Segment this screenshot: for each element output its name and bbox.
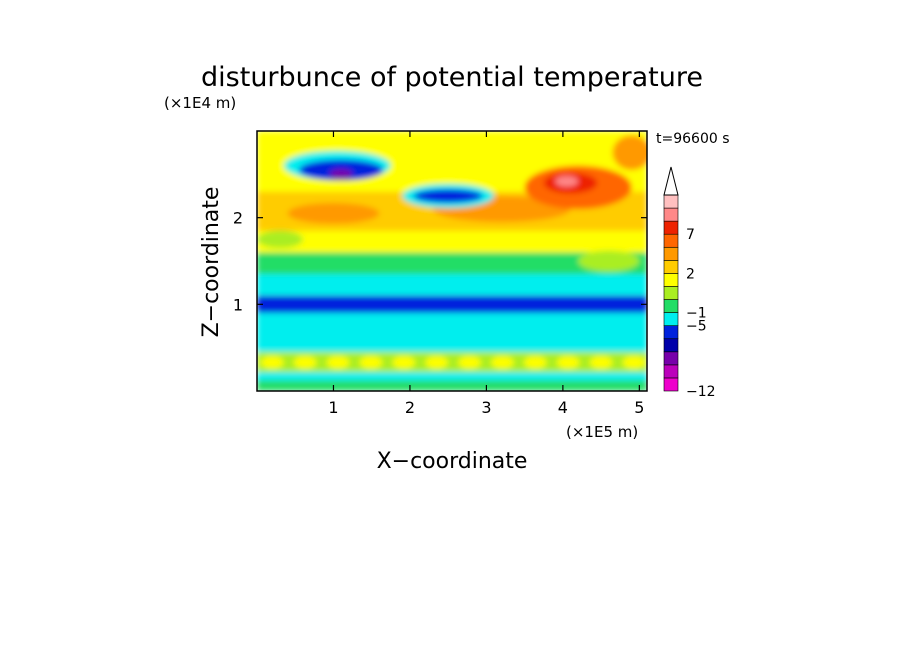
field-patch [622, 356, 646, 369]
field-green-patch [578, 250, 640, 272]
y-tick-label: 2 [233, 209, 243, 228]
colorbar-label: 7 [686, 227, 695, 243]
colorbar-swatch [663, 233, 679, 248]
x-tick-label: 3 [481, 398, 491, 417]
colorbar-swatch [663, 351, 679, 366]
field-patch [556, 356, 580, 369]
contour-field [257, 131, 647, 391]
field-patch [425, 356, 449, 369]
field-patch [392, 356, 416, 369]
y-axis: 12 [233, 209, 647, 314]
field-patch [523, 356, 547, 369]
field-band-lowgreen [257, 352, 647, 372]
y-axis-label: Z−coordinate [199, 187, 224, 338]
y-unit-label: (×1E4 m) [164, 94, 236, 112]
time-label: t=96600 s [656, 131, 730, 147]
field-cold-min [413, 189, 483, 203]
field-patch [293, 356, 317, 369]
x-tick-label: 1 [328, 398, 338, 417]
colorbar-label: −12 [686, 384, 716, 400]
colorbar-swatch [663, 286, 679, 300]
plot-frame [256, 130, 648, 392]
colorbar-swatch [663, 338, 679, 353]
colorbar-swatch [663, 207, 679, 222]
field-patch [359, 356, 383, 369]
colorbar-swatch [663, 364, 679, 379]
colorbar-swatch [663, 220, 679, 235]
field-band-yellow [257, 230, 647, 253]
field-band-blue [257, 295, 647, 313]
colorbar: −12−5−127 [663, 166, 716, 400]
x-axis: 1 2 3 4 5 [328, 131, 644, 417]
field-band-surface [257, 380, 647, 391]
field-green-patch [257, 230, 303, 248]
chart-title: disturbunce of potential temperature [201, 62, 703, 93]
colorbar-swatch [663, 377, 679, 392]
field-patch [491, 356, 514, 369]
field-band-cyan-upper [257, 274, 647, 296]
field-patch [589, 356, 613, 369]
field-patch [260, 356, 284, 369]
colorbar-swatch [663, 299, 679, 313]
field-band-green [257, 252, 647, 274]
field-pink-max [555, 176, 579, 187]
field-warm-band [287, 202, 380, 224]
colorbar-swatch [663, 273, 679, 287]
x-unit-label: (×1E5 m) [566, 423, 638, 441]
colorbar-swatch [663, 312, 679, 326]
field-band-low [257, 371, 647, 381]
x-tick-label: 2 [405, 398, 415, 417]
x-tick-label: 5 [634, 398, 644, 417]
colorbar-swatch [663, 246, 679, 261]
x-axis-label: X−coordinate [377, 449, 528, 474]
colorbar-label: −1 [686, 306, 707, 322]
field-band-cyan [257, 313, 647, 352]
colorbar-label: 2 [686, 266, 695, 282]
field-cold-core [329, 169, 353, 180]
colorbar-extend-arrow [663, 166, 679, 196]
colorbar-swatch [663, 325, 679, 340]
colorbar-swatch [663, 260, 679, 274]
y-tick-label: 1 [233, 295, 243, 314]
x-tick-label: 4 [558, 398, 568, 417]
field-patch [458, 356, 482, 369]
field-warm-corner [612, 135, 647, 170]
colorbar-swatch [663, 194, 679, 209]
colorbar-label: −5 [686, 319, 707, 335]
field-patch [326, 356, 350, 369]
